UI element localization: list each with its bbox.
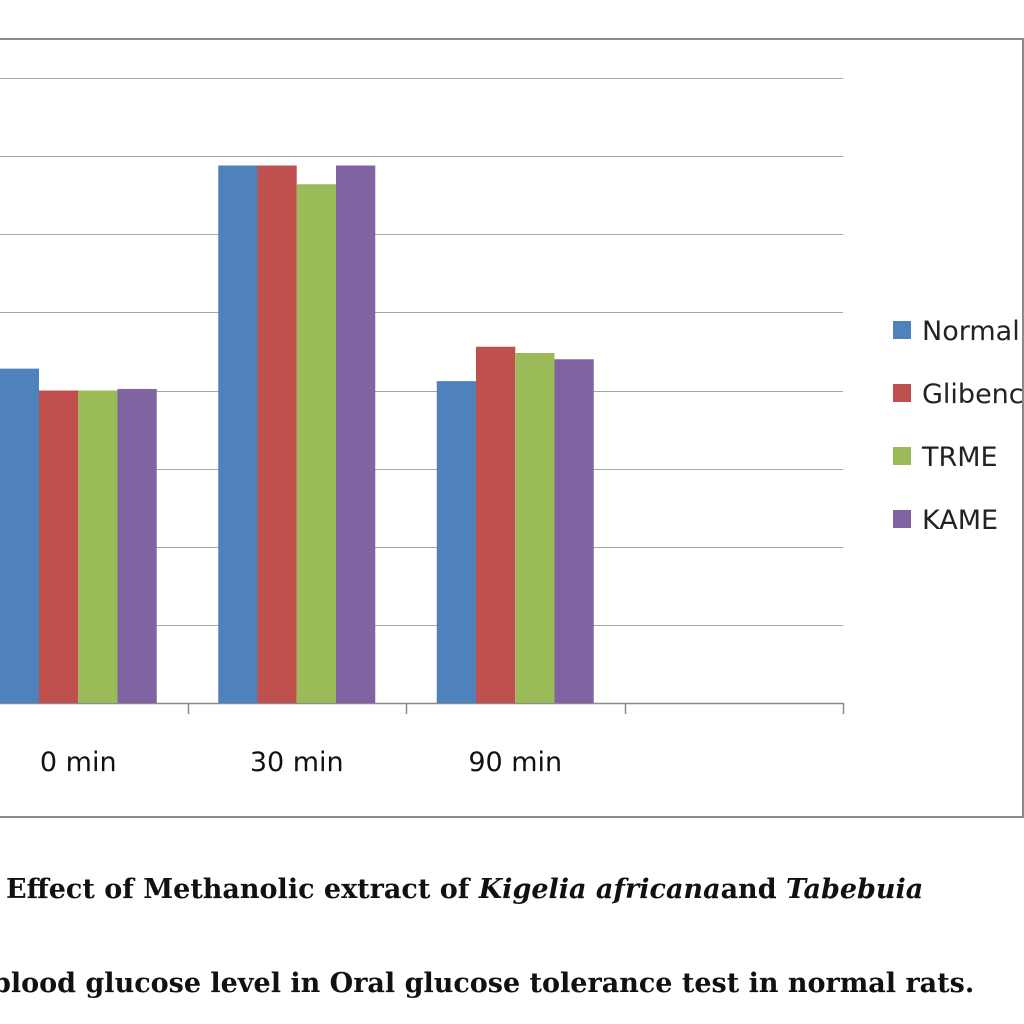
legend-swatch-kame bbox=[893, 510, 911, 528]
caption-species-1: Kigelia africana bbox=[478, 874, 721, 905]
legend-swatch-trme bbox=[893, 447, 911, 465]
caption-text-2: and bbox=[720, 874, 786, 905]
x-tick-label: 0 min bbox=[40, 747, 117, 778]
x-tick-label: 30 min bbox=[250, 747, 344, 778]
caption-line-2: blood glucose level in Oral glucose tole… bbox=[0, 968, 975, 999]
bar-trme-90-min bbox=[515, 353, 555, 703]
bar-glibenclamide-0-min bbox=[39, 390, 79, 703]
bar-trme-0-min bbox=[78, 390, 118, 703]
bar-glibenclamide-30-min bbox=[257, 165, 297, 703]
bar-normal-0-min bbox=[0, 368, 39, 703]
legend-label-kame: KAME bbox=[922, 505, 998, 536]
bar-trme-30-min bbox=[296, 184, 336, 703]
bar-kame-0-min bbox=[117, 388, 157, 703]
legend-label-glibenclamide: Glibenclamide bbox=[922, 379, 1022, 410]
bar-normal-90-min bbox=[436, 381, 476, 703]
caption-text-1: Effect of Methanolic extract of bbox=[6, 874, 479, 905]
bar-kame-30-min bbox=[336, 165, 376, 703]
bar-kame-90-min bbox=[554, 359, 594, 703]
legend-label-trme: TRME bbox=[921, 442, 998, 473]
bar-chart: 0 min 30 min 90 min Normal Glibenclamide TRME… bbox=[0, 78, 1022, 778]
x-tick-label: 90 min bbox=[468, 747, 562, 778]
legend-swatch-normal bbox=[893, 321, 911, 339]
caption-species-2: Tabebuia bbox=[785, 874, 924, 905]
bar-normal-30-min bbox=[218, 165, 258, 703]
chart-frame: 0 min 30 min 90 min Normal Glibenclamide TRME… bbox=[0, 38, 1024, 818]
caption-line-1: Effect of Methanolic extract of Kigelia … bbox=[6, 876, 923, 903]
legend-label-normal: Normal bbox=[922, 316, 1020, 347]
legend-swatch-glibenclamide bbox=[893, 384, 911, 402]
bar-glibenclamide-90-min bbox=[476, 346, 516, 703]
